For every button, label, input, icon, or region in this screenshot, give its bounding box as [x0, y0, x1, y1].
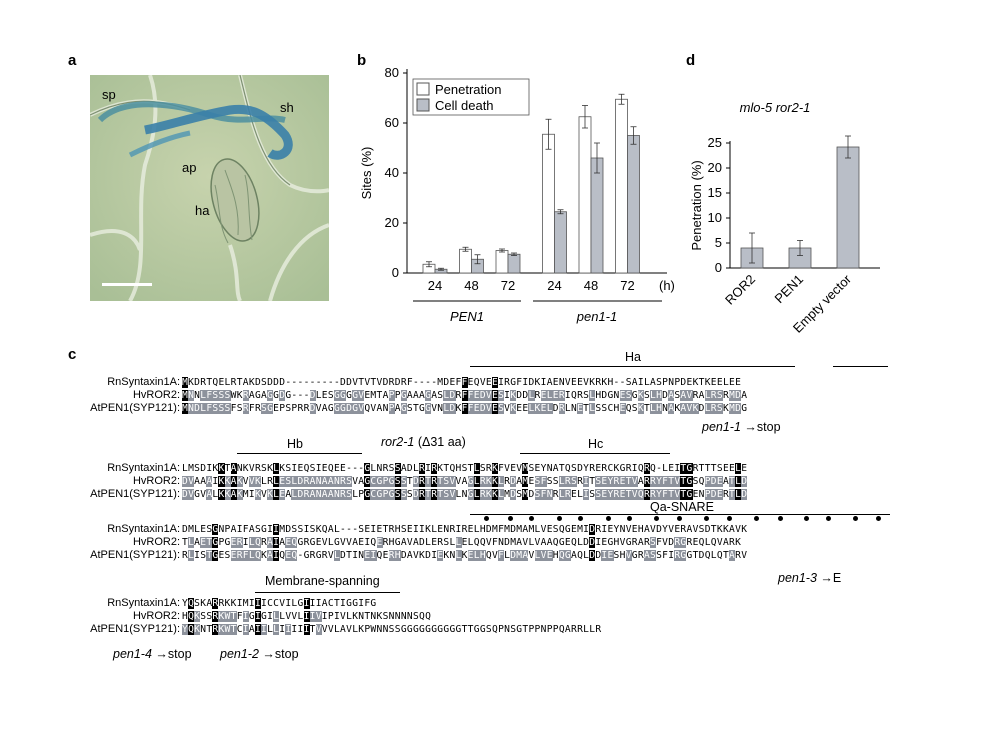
chart-d-ytick-label: 10 — [708, 210, 722, 225]
seq-name-1-3: AtPEN1(SYP121): — [90, 402, 180, 414]
ror2-1-note: ror2-1 (Δ31 aa) — [381, 435, 466, 449]
heptad-dot — [677, 516, 682, 521]
panel-label-c: c — [68, 346, 77, 363]
chart-b-ytick-label: 40 — [385, 165, 399, 180]
seq-name-3-1: RnSyntaxin1A: — [107, 523, 180, 535]
chart-b-ylabel: Sites (%) — [359, 147, 374, 200]
heptad-dot — [804, 516, 809, 521]
chart-b-xtick-label: 48 — [584, 278, 598, 293]
heptad-dot — [557, 516, 562, 521]
membrane-label: Membrane-spanning — [265, 574, 380, 588]
panel-label-b: b — [357, 52, 367, 69]
heptad-dot — [627, 516, 632, 521]
seq-name-2-1: RnSyntaxin1A: — [107, 462, 180, 474]
heptad-dot — [484, 516, 489, 521]
chart-b-ytick-label: 0 — [392, 265, 399, 280]
seq-name-4-2: HvROR2: — [132, 610, 180, 622]
panel-label-d: d — [686, 52, 696, 69]
seq-name-2-3: AtPEN1(SYP121): — [90, 488, 180, 500]
chart-b-legend-swatch — [416, 98, 430, 112]
hb-label: Hb — [287, 437, 303, 451]
heptad-dot — [778, 516, 783, 521]
pen1-4-note: pen1-4 →stop — [113, 647, 192, 661]
ha-domain-line — [470, 366, 795, 367]
seq-row-3-2: TLAETGPGERILQRAIAEQGRGEVLGVVAEIQERHGAVAD… — [182, 537, 742, 548]
heptad-dot — [704, 516, 709, 521]
chart-b-ytick-label: 20 — [385, 215, 399, 230]
seq-row-4-1: YQSKARRKKIMIIICCVILGIIIACTIGGIFG — [182, 598, 377, 609]
seq-row-4-2: HQKSSRKWTFIGIGILLVVLIIVIPIVLKNTNKSNNNNSQ… — [182, 611, 432, 622]
seq-name-3-3: AtPEN1(SYP121): — [90, 549, 180, 561]
chart-d-ytick-label: 5 — [715, 235, 722, 250]
seq-row-4-3: YQKNTRKWTCIAIILLIIIIITVVVLAVLKPWNNSSGGGG… — [182, 624, 602, 635]
chart-b-xtick-label: 72 — [620, 278, 634, 293]
heptad-dot — [826, 516, 831, 521]
chart-b-xtick-label: 24 — [547, 278, 561, 293]
heptad-dot — [876, 516, 881, 521]
heptad-dot — [853, 516, 858, 521]
qa-snare-label: Qa-SNARE — [650, 500, 714, 514]
seq-name-1-2: HvROR2: — [132, 389, 180, 401]
chart-d-ytick-label: 20 — [708, 160, 722, 175]
seq-name-4-1: RnSyntaxin1A: — [107, 597, 180, 609]
chart-b-group-label: PEN1 — [450, 309, 484, 324]
seq-name-3-2: HvROR2: — [132, 536, 180, 548]
heptad-dot — [508, 516, 513, 521]
pen1-3-note: pen1-3 →E — [778, 571, 842, 585]
hc-domain-line — [520, 453, 670, 454]
seq-name-2-2: HvROR2: — [132, 475, 180, 487]
seq-row-2-1: LMSDIKKTANKVRSKLKSIEQSIEQEE---GLNRSSADLR… — [182, 463, 748, 474]
seq-row-1-1: MKDRTQELRTAKDSDDD---------DDVTVTVDRDRF--… — [182, 377, 742, 388]
panel-label-a: a — [68, 52, 77, 69]
heptad-dot — [529, 516, 534, 521]
ha-domain-line-2 — [833, 366, 888, 367]
ha-label: Ha — [625, 350, 641, 364]
chart-b-xtick-label: 48 — [464, 278, 478, 293]
heptad-dot — [727, 516, 732, 521]
membrane-line — [255, 592, 400, 593]
chart-b-x-unit: (h) — [659, 278, 675, 293]
chart-b-legend-label: Cell death — [435, 98, 494, 113]
label-ha: ha — [195, 203, 210, 218]
seq-row-1-2: MNNLFSSSWKRAGAGGDG---DLESGGGGVEMTAPPGAAA… — [182, 390, 748, 401]
heptad-dot — [754, 516, 759, 521]
hb-domain-line — [237, 453, 362, 454]
label-ap: ap — [182, 160, 197, 175]
seq-row-1-3: MNDLFSSSFSRFRSGEPSPRRDVAGGGDGVQVANPAGSTG… — [182, 403, 748, 414]
chart-b-ytick-label: 60 — [385, 115, 399, 130]
heptad-dot — [606, 516, 611, 521]
chart-d-ytick-label: 15 — [708, 185, 722, 200]
micrograph: sp sh ap ha — [90, 75, 329, 301]
chart-d-ylabel: Penetration (%) — [689, 160, 704, 250]
label-sh: sh — [280, 100, 294, 115]
label-sp: sp — [102, 87, 116, 102]
seq-name-1-1: RnSyntaxin1A: — [107, 376, 180, 388]
heptad-dot — [578, 516, 583, 521]
chart-b-legend-label: Penetration — [435, 82, 502, 97]
pen1-1-note: pen1-1 →stop — [702, 420, 781, 434]
seq-row-2-3: DVGVALKKAKMIKVKLEALDRANAANRSLPGCGPGSSSDR… — [182, 489, 748, 500]
seq-row-3-3: RLISTGESERFLQKAIQEQ-GRGRVLDTINEIQERHDAVK… — [182, 550, 748, 561]
hc-label: Hc — [588, 437, 604, 451]
chart-b-legend-swatch — [416, 82, 430, 96]
chart-d-ytick-label: 25 — [708, 135, 722, 150]
chart-b-ytick-label: 80 — [385, 65, 399, 80]
qa-snare-line — [470, 514, 890, 515]
pen1-2-note: pen1-2 →stop — [220, 647, 299, 661]
seq-row-2-2: DVAAAIKKAKVVKLRLESLDRANAANRSVAGCGPGSSTDR… — [182, 476, 748, 487]
micrograph-image — [90, 75, 329, 301]
chart-b-xtick-label: 24 — [428, 278, 442, 293]
chart-b-xtick-label: 72 — [501, 278, 515, 293]
chart-d-title: mlo-5 ror2-1 — [740, 100, 811, 115]
chart-b-legend-box — [412, 78, 530, 116]
heptad-dot — [654, 516, 659, 521]
seq-row-3-1: DMLESGNPAIFASGIIMDSSISKQAL---SEIETRHSEII… — [182, 524, 748, 535]
chart-b: 0 20 40 60 80 Sites (%) 24 48 72 24 48 72 (h) PEN1 pen… — [359, 65, 675, 324]
seq-name-4-3: AtPEN1(SYP121): — [90, 623, 180, 635]
chart-d-ytick-label: 0 — [715, 260, 722, 275]
chart-b-group-label: pen1-1 — [576, 309, 617, 324]
